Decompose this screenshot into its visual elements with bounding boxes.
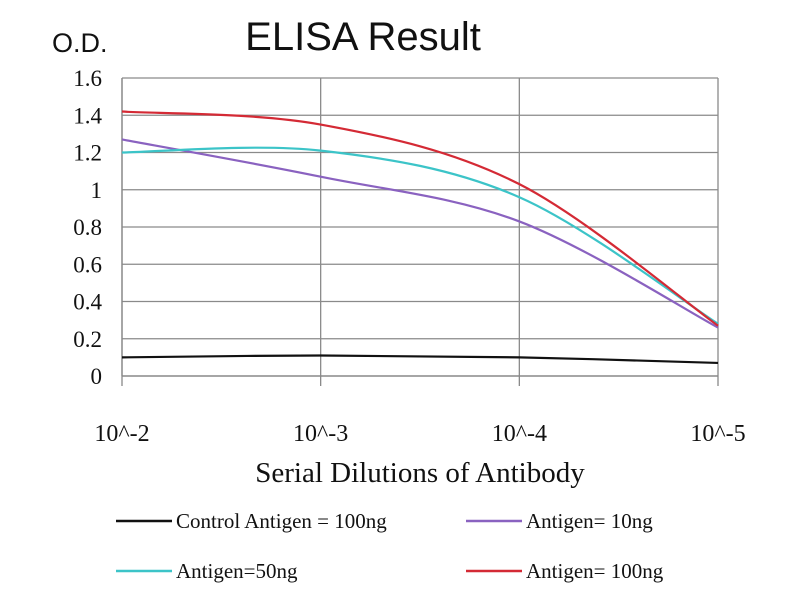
series-lines (121, 110, 719, 365)
x-tick-labels: 10^-2 10^-3 10^-4 10^-5 (94, 376, 746, 447)
legend-label-antigen-10ng: Antigen= 10ng (526, 509, 653, 533)
chart-title: ELISA Result (245, 15, 481, 59)
x-tick-label: 10^-4 (492, 421, 547, 447)
legend: Control Antigen = 100ng Antigen= 10ng Anti… (116, 509, 664, 583)
y-tick-labels: 0 0.2 0.4 0.6 0.8 1 1.2 1.4 1.6 (73, 66, 102, 389)
y-tick-label: 0.2 (73, 327, 102, 352)
legend-label-antigen-100ng: Antigen= 100ng (526, 559, 664, 583)
axes (121, 78, 718, 377)
series-line-antigen-100ng (121, 110, 719, 327)
y-tick-label: 0.4 (73, 290, 102, 315)
y-tick-label: 1 (91, 178, 103, 203)
legend-label-antigen-50ng: Antigen=50ng (176, 559, 298, 583)
gridlines (122, 77, 719, 376)
legend-label-control-antigen-100ng: Control Antigen = 100ng (176, 509, 387, 533)
y-tick-label: 1.6 (73, 66, 102, 91)
x-tick-label: 10^-5 (690, 421, 745, 447)
series-line-control-antigen-100ng (121, 354, 719, 365)
x-tick-label: 10^-3 (293, 421, 348, 447)
y-tick-label: 1.2 (73, 141, 102, 166)
y-axis-label: O.D. (52, 28, 108, 58)
y-tick-label: 0 (91, 364, 103, 389)
y-tick-label: 0.8 (73, 215, 102, 240)
series-line-antigen-50ng (121, 146, 719, 325)
x-tick-label: 10^-2 (94, 421, 149, 447)
series-line-antigen-10ng (121, 138, 719, 329)
y-tick-label: 1.4 (73, 103, 102, 128)
x-axis-label: Serial Dilutions of Antibody (255, 457, 585, 489)
y-tick-label: 0.6 (73, 252, 102, 277)
